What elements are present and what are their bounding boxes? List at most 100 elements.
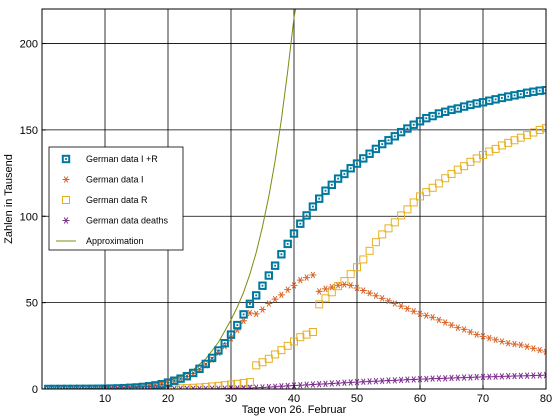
data-point	[434, 179, 443, 188]
data-point-square	[258, 281, 267, 290]
data-point	[497, 141, 506, 150]
data-point-square	[296, 219, 305, 228]
data-point	[441, 319, 449, 326]
data-point-dot	[400, 131, 402, 134]
legend-box	[48, 146, 184, 251]
data-point	[62, 196, 70, 204]
data-point	[485, 334, 493, 342]
data-point	[460, 326, 468, 333]
data-point	[258, 281, 267, 290]
data-point	[265, 300, 273, 307]
data-point	[252, 310, 260, 318]
data-point	[372, 292, 380, 300]
data-point	[182, 384, 191, 389]
data-point	[284, 382, 292, 389]
data-point	[416, 375, 424, 383]
data-point	[384, 224, 393, 233]
data-point	[290, 282, 298, 289]
data-point-square	[340, 169, 349, 179]
data-point	[328, 283, 336, 291]
data-point-square	[277, 250, 286, 259]
data-point-square	[321, 186, 330, 195]
data-point-dot	[488, 99, 491, 102]
data-point	[240, 384, 248, 389]
data-point-dot	[324, 189, 327, 192]
data-point	[454, 374, 462, 382]
data-point	[542, 348, 546, 356]
data-point	[366, 289, 374, 297]
x-tick-label: 20	[162, 393, 174, 405]
data-point-square	[308, 202, 318, 211]
data-point	[195, 383, 204, 389]
data-point	[233, 379, 242, 388]
data-point	[308, 202, 318, 211]
data-point	[296, 276, 304, 284]
data-point	[385, 377, 392, 384]
data-point	[441, 374, 449, 382]
data-point	[466, 374, 474, 381]
data-point-dot	[387, 139, 390, 142]
data-point	[371, 144, 381, 154]
data-point	[63, 385, 71, 389]
data-point	[422, 188, 431, 197]
data-point	[283, 341, 292, 350]
data-point	[516, 133, 525, 142]
data-point-square	[252, 291, 261, 300]
axis-ticks: 10 20 30 40 50 60 70 80 0 50 100 150 200	[20, 39, 552, 405]
data-point-dot	[230, 333, 232, 336]
data-point	[70, 385, 77, 389]
data-point	[504, 372, 512, 380]
data-point	[429, 314, 437, 321]
data-point	[378, 230, 387, 239]
data-point	[277, 250, 286, 259]
data-point	[334, 282, 343, 291]
data-point-dot	[312, 205, 314, 208]
data-point	[340, 281, 348, 288]
data-point	[315, 300, 324, 309]
y-tick-label: 0	[32, 384, 38, 396]
data-point	[245, 299, 255, 309]
data-point-dot	[419, 120, 421, 123]
data-point	[107, 385, 115, 389]
data-point-dot	[286, 243, 289, 245]
data-point-square	[289, 229, 299, 238]
data-point-dot	[154, 384, 157, 387]
data-point-dot	[141, 386, 144, 388]
data-point	[529, 128, 538, 137]
data-point-dot	[456, 107, 459, 110]
data-point	[271, 350, 280, 359]
data-point	[214, 381, 223, 389]
data-point-dot	[204, 363, 207, 365]
data-point-dot	[526, 91, 528, 94]
data-point	[290, 337, 298, 346]
data-point	[164, 385, 172, 389]
legend: German data I +R German data I German data…	[48, 146, 184, 251]
data-point	[246, 384, 254, 389]
data-point	[271, 295, 279, 303]
data-point-dot	[167, 381, 169, 384]
data-point-dot	[501, 97, 503, 99]
data-point	[385, 297, 392, 305]
data-point	[498, 338, 506, 345]
data-point	[264, 271, 274, 280]
data-point-dot	[274, 264, 276, 267]
data-point-dot	[223, 342, 226, 345]
data-point-dot	[444, 110, 447, 113]
data-point	[296, 219, 305, 228]
data-point	[327, 180, 337, 190]
data-point	[233, 320, 242, 330]
data-point	[57, 385, 65, 389]
data-point	[201, 382, 210, 389]
legend-item: Approximation	[56, 236, 144, 246]
data-point-dot	[123, 387, 125, 389]
data-point	[126, 385, 134, 389]
data-point	[101, 385, 109, 389]
data-point-dot	[305, 214, 308, 217]
data-point	[322, 285, 329, 293]
data-point-dot	[337, 177, 339, 180]
data-point	[289, 229, 299, 238]
x-tick-label: 50	[351, 393, 363, 405]
data-point	[529, 372, 537, 379]
data-point	[51, 385, 59, 389]
